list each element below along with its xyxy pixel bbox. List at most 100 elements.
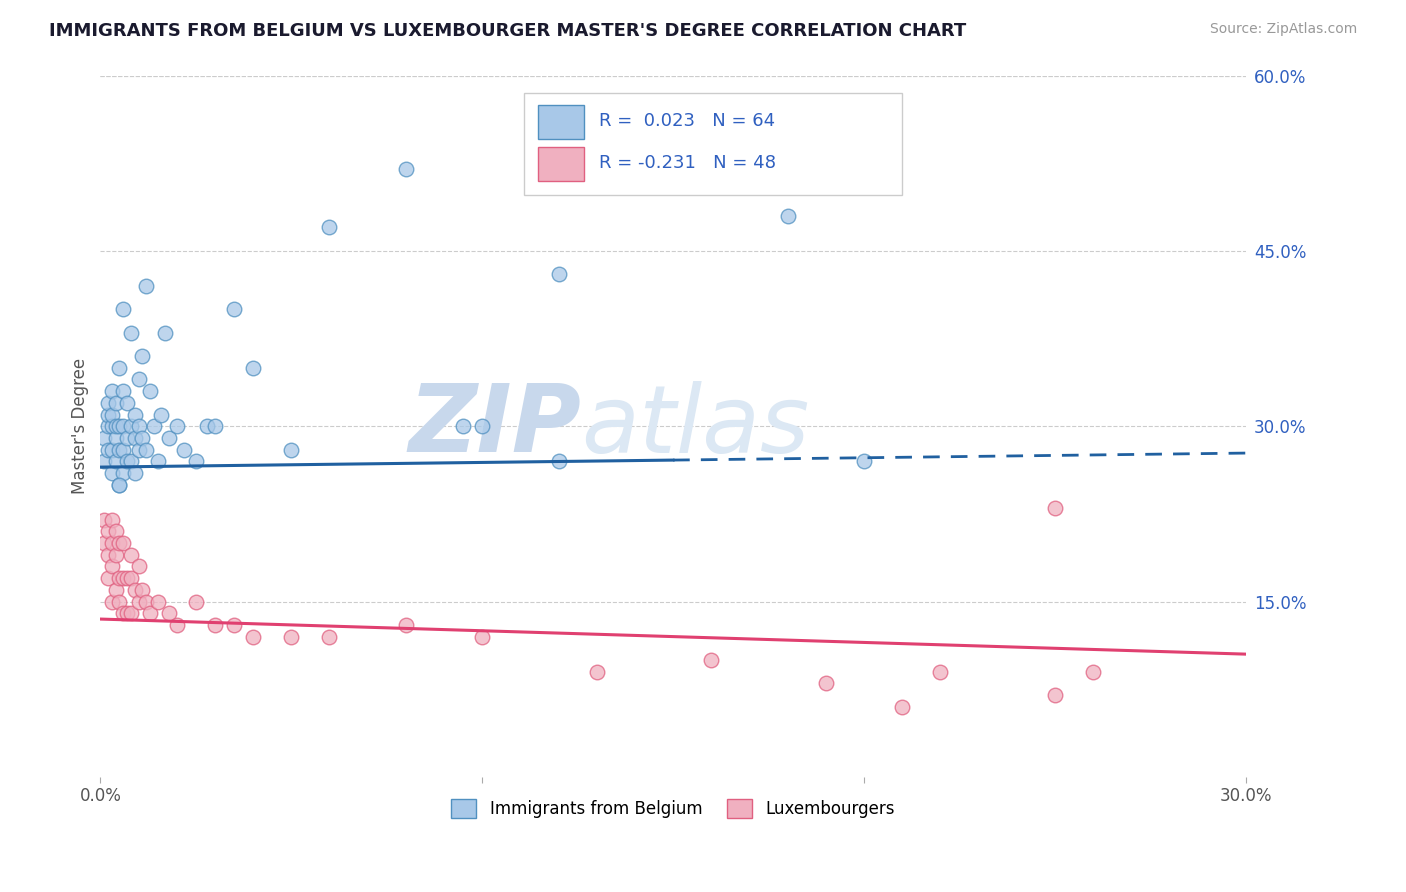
Point (93, 454, 115, 468)
Legend: Immigrants from Belgium, Luxembourgers: Immigrants from Belgium, Luxembourgers (444, 792, 901, 824)
Point (101, 536, 124, 550)
Point (157, 431, 180, 445)
Point (108, 571, 131, 585)
Point (280, 630, 302, 644)
Point (124, 466, 146, 480)
Point (135, 594, 157, 608)
Point (853, 454, 876, 468)
Point (124, 408, 146, 422)
Point (146, 594, 169, 608)
Point (184, 454, 207, 468)
Point (891, 699, 914, 714)
Point (155, 326, 177, 340)
Point (115, 571, 138, 585)
Point (318, 630, 340, 644)
Point (124, 582, 146, 597)
Point (97, 524, 120, 539)
Point (120, 548, 142, 562)
Point (120, 606, 142, 620)
Point (112, 536, 135, 550)
Point (124, 431, 146, 445)
Text: R =  0.023   N = 64: R = 0.023 N = 64 (599, 112, 775, 130)
Point (131, 582, 153, 597)
Point (662, 127, 685, 141)
Point (242, 630, 264, 644)
FancyBboxPatch shape (524, 93, 903, 194)
Point (195, 419, 218, 434)
Point (204, 419, 226, 434)
Point (280, 442, 302, 457)
Point (104, 524, 127, 539)
Point (112, 419, 135, 434)
Point (128, 442, 150, 457)
Point (139, 384, 162, 398)
Y-axis label: Master's Degree: Master's Degree (72, 358, 89, 494)
Point (115, 431, 138, 445)
Text: R = -0.231   N = 48: R = -0.231 N = 48 (599, 154, 776, 172)
Point (101, 442, 124, 457)
Point (120, 571, 142, 585)
Point (101, 594, 124, 608)
Point (929, 665, 952, 679)
Point (104, 419, 127, 434)
FancyBboxPatch shape (538, 147, 583, 181)
Point (112, 442, 135, 457)
Point (471, 630, 494, 644)
Point (104, 431, 127, 445)
Point (128, 419, 150, 434)
Point (93, 536, 115, 550)
Point (104, 548, 127, 562)
Point (108, 536, 131, 550)
Point (142, 419, 165, 434)
Point (108, 477, 131, 491)
Point (222, 302, 245, 317)
FancyBboxPatch shape (538, 105, 583, 138)
Point (128, 372, 150, 386)
Point (139, 606, 162, 620)
Point (101, 408, 124, 422)
Point (97, 548, 120, 562)
Point (101, 559, 124, 574)
Point (135, 442, 157, 457)
Point (97, 408, 120, 422)
Point (131, 349, 153, 363)
Point (104, 454, 127, 468)
Point (128, 559, 150, 574)
Point (112, 302, 135, 317)
Point (1043, 688, 1066, 702)
Point (120, 454, 142, 468)
Point (157, 606, 180, 620)
Point (112, 571, 135, 585)
Point (108, 442, 131, 457)
Point (395, 161, 418, 176)
Point (101, 419, 124, 434)
Point (104, 396, 127, 410)
Point (120, 419, 142, 434)
Point (131, 431, 153, 445)
Text: Source: ZipAtlas.com: Source: ZipAtlas.com (1209, 22, 1357, 37)
Point (112, 384, 135, 398)
Point (108, 594, 131, 608)
Point (101, 466, 124, 480)
Point (104, 582, 127, 597)
Point (108, 419, 131, 434)
Point (97, 419, 120, 434)
Text: atlas: atlas (582, 381, 810, 472)
Point (395, 618, 418, 632)
Point (97, 571, 120, 585)
Point (93, 431, 115, 445)
Point (97, 442, 120, 457)
Point (101, 513, 124, 527)
Point (115, 396, 138, 410)
Point (112, 606, 135, 620)
Point (146, 454, 169, 468)
Point (222, 618, 245, 632)
Point (184, 594, 207, 608)
Point (128, 594, 150, 608)
Point (318, 220, 340, 235)
Point (135, 279, 157, 293)
Point (471, 419, 494, 434)
Point (204, 618, 226, 632)
Point (814, 676, 837, 690)
Point (101, 384, 124, 398)
